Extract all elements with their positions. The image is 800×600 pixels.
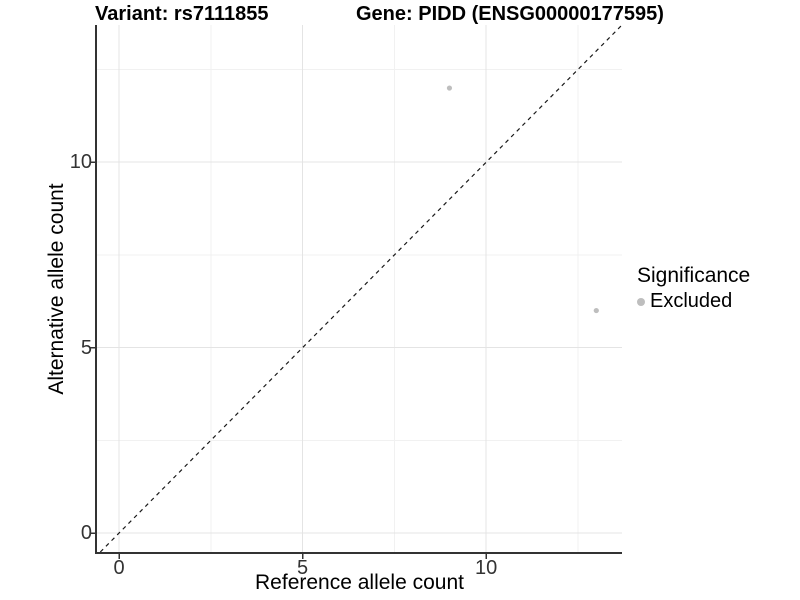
legend: Significance Excluded [637, 264, 750, 313]
y-tick-label: 0 [80, 522, 92, 545]
plot-title-variant: Variant: rs7111855 [95, 3, 269, 25]
legend-item: Excluded [637, 290, 750, 313]
legend-point-icon [637, 297, 645, 306]
legend-title: Significance [637, 264, 751, 287]
data-point [593, 307, 599, 314]
y-axis-title: Alternative allele count [45, 183, 68, 395]
x-axis-title: Reference allele count [255, 571, 464, 594]
x-tick-label: 5 [297, 557, 309, 579]
x-tick-label: 10 [475, 557, 498, 579]
legend-items: Excluded [637, 290, 750, 313]
x-tick-label: 0 [113, 557, 125, 579]
y-tick-label: 5 [80, 336, 92, 359]
data-point [446, 85, 453, 91]
legend-item-label: Excluded [650, 290, 733, 312]
plot-title-gene: Gene: PIDD (ENSG00000177595) [356, 3, 664, 25]
identity-line [99, 24, 623, 553]
y-tick-label: 10 [69, 151, 92, 174]
